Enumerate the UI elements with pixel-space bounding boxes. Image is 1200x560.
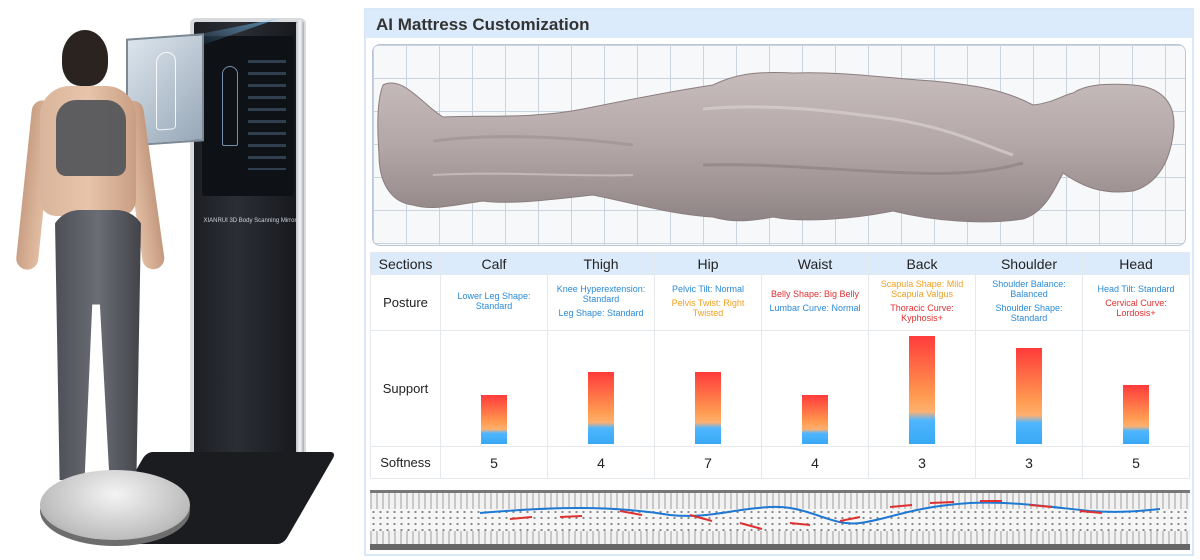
support-cell-hip — [654, 330, 762, 447]
person-sports-top — [56, 100, 126, 176]
posture-item: Belly Shape: Big Belly — [770, 289, 860, 299]
posture-row: Posture Lower Leg Shape: Standard Knee H… — [370, 274, 1190, 331]
softness-value-head: 5 — [1082, 446, 1190, 479]
support-bar-back — [909, 336, 935, 444]
section-header-waist: Waist — [761, 252, 869, 275]
softness-value-back: 3 — [868, 446, 976, 479]
support-cell-thigh — [547, 330, 655, 447]
posture-item: Pelvic Tilt: Normal — [671, 284, 744, 294]
page-title: AI Mattress Customization — [376, 15, 590, 34]
softness-value-waist: 4 — [761, 446, 869, 479]
posture-row-label: Posture — [370, 274, 441, 331]
body-outline-icon — [156, 51, 176, 131]
posture-item: Lower Leg Shape: Standard — [457, 291, 531, 311]
support-curve-graphic — [479, 500, 1161, 530]
mirror-caption: XIANRUI 3D Body Scanning Mirror — [203, 218, 297, 224]
support-bar-waist — [802, 395, 828, 444]
title-bar: AI Mattress Customization — [366, 10, 1192, 38]
pressure-markers — [509, 500, 1103, 530]
support-bar-calf — [481, 395, 507, 444]
softness-value-hip: 7 — [654, 446, 762, 479]
support-bar-shoulder — [1016, 348, 1042, 444]
support-cell-calf — [440, 330, 548, 447]
posture-item: Lumbar Curve: Normal — [769, 303, 861, 313]
support-cell-shoulder — [975, 330, 1083, 447]
posture-cell-calf: Lower Leg Shape: Standard — [440, 274, 548, 331]
support-cell-waist — [761, 330, 869, 447]
posture-item: Shoulder Balance: Balanced — [992, 279, 1066, 299]
posture-cell-head: Head Tilt: Standard Cervical Curve: Lord… — [1082, 274, 1190, 331]
posture-cell-shoulder: Shoulder Balance: Balanced Shoulder Shap… — [975, 274, 1083, 331]
product-photo: XIANRUI 3D Body Scanning Mirror — [0, 0, 360, 560]
body-scan-model — [377, 72, 1175, 223]
scanning-turntable — [40, 470, 190, 540]
section-header-hip: Hip — [654, 252, 762, 275]
section-header-head: Head — [1082, 252, 1190, 275]
support-bar-hip — [695, 372, 721, 444]
softness-row-label: Softness — [370, 446, 441, 479]
body-scan-view — [372, 44, 1186, 246]
softness-value-calf: 5 — [440, 446, 548, 479]
support-row-label: Support — [370, 330, 441, 447]
softness-value-thigh: 4 — [547, 446, 655, 479]
customization-table: Sections Calf Thigh Hip Waist Back Shoul… — [370, 252, 1190, 479]
section-header-back: Back — [868, 252, 976, 275]
section-header-calf: Calf — [440, 252, 548, 275]
person-legs — [54, 210, 142, 480]
scanning-mirror: XIANRUI 3D Body Scanning Mirror — [190, 18, 306, 458]
mirror-frame — [296, 20, 304, 470]
body-figure-icon — [222, 66, 238, 146]
person-head — [62, 30, 108, 86]
posture-item: Shoulder Shape: Standard — [995, 303, 1063, 323]
mirror-screen — [202, 36, 294, 196]
support-cell-head — [1082, 330, 1190, 447]
posture-item: Cervical Curve: Lordosis+ — [1105, 298, 1167, 318]
posture-item: Thoracic Curve: Kyphosis+ — [890, 303, 954, 323]
softness-value-shoulder: 3 — [975, 446, 1083, 479]
posture-cell-thigh: Knee Hyperextension: Standard Leg Shape:… — [547, 274, 655, 331]
customization-panel: AI Mattress Customization Sections — [364, 8, 1194, 556]
posture-item: Leg Shape: Standard — [558, 308, 644, 318]
section-header-shoulder: Shoulder — [975, 252, 1083, 275]
posture-item: Head Tilt: Standard — [1097, 284, 1175, 294]
posture-item: Knee Hyperextension: Standard — [556, 284, 646, 304]
posture-cell-waist: Belly Shape: Big Belly Lumbar Curve: Nor… — [761, 274, 869, 331]
softness-row: Softness 5 4 7 4 3 3 5 — [370, 446, 1190, 479]
mattress-foam-layer — [370, 509, 1190, 531]
section-header-thigh: Thigh — [547, 252, 655, 275]
posture-item: Pelvis Twist: Right Twisted — [671, 298, 745, 318]
mattress-cross-section — [370, 490, 1190, 550]
support-bar-head — [1123, 385, 1149, 444]
support-row: Support — [370, 330, 1190, 447]
posture-cell-hip: Pelvic Tilt: Normal Pelvis Twist: Right … — [654, 274, 762, 331]
posture-cell-back: Scapula Shape: Mild Scapula Valgus Thora… — [868, 274, 976, 331]
report-lines — [248, 60, 286, 170]
sections-row: Sections Calf Thigh Hip Waist Back Shoul… — [370, 252, 1190, 275]
sections-row-label: Sections — [370, 252, 441, 275]
support-bar-thigh — [588, 372, 614, 444]
support-cell-back — [868, 330, 976, 447]
posture-item: Scapula Shape: Mild Scapula Valgus — [880, 279, 964, 299]
